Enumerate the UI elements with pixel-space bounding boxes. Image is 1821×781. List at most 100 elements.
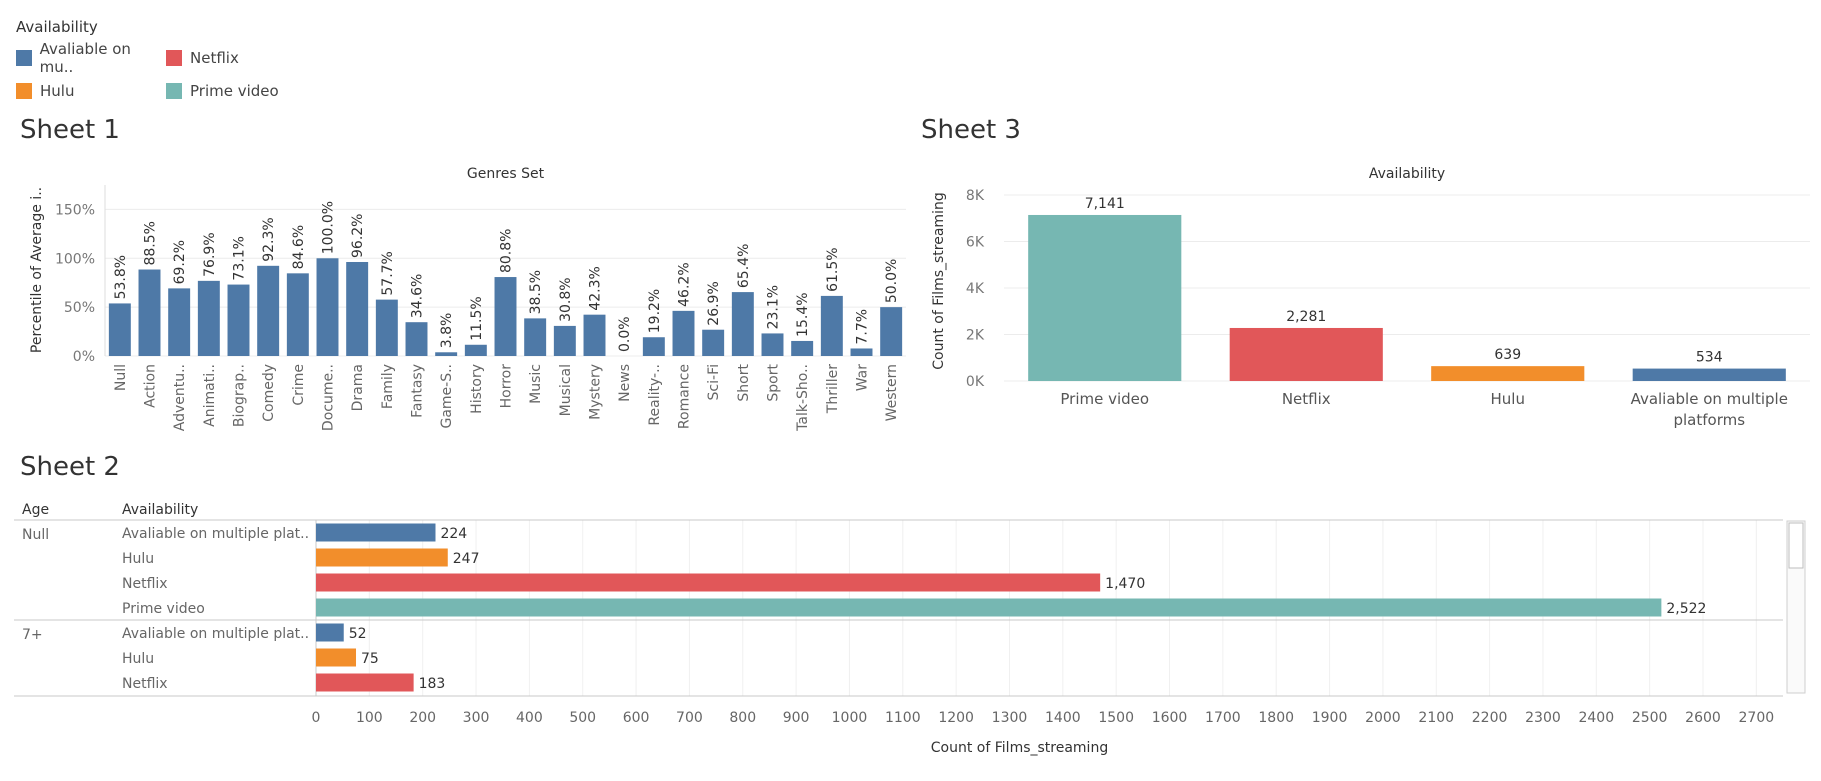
bar (227, 284, 250, 356)
data-label: 15.4% (795, 292, 811, 336)
data-label: 73.1% (232, 236, 248, 280)
data-label: 57.7% (380, 251, 396, 295)
data-label: 76.9% (202, 232, 218, 276)
x-tick-label: Fantasy (410, 364, 426, 418)
x-tick-label: Null (113, 364, 129, 391)
bar (346, 261, 369, 356)
x-tick-label: Game-S.. (439, 364, 455, 429)
y-tick-label: 0% (73, 349, 95, 365)
x-tick-label: 200 (409, 710, 436, 726)
x-tick-label: Western (884, 364, 900, 421)
bar (435, 352, 458, 356)
x-tick-label: Mystery (588, 364, 604, 420)
chart-title: Availability (1369, 166, 1445, 182)
x-tick-label: 2600 (1685, 710, 1721, 726)
sheet1-title: Sheet 1 (20, 115, 120, 145)
age-label: Null (22, 527, 49, 543)
x-tick-label: History (469, 364, 485, 414)
y-tick-label: 2K (966, 328, 985, 344)
genres-chart: Genres Set Percentile of Average i.. 0% 50%… (29, 166, 906, 432)
x-tick-label: Drama (350, 364, 366, 411)
bar (791, 340, 814, 356)
data-label: 53.8% (113, 255, 129, 299)
legend-item-multiple[interactable]: Avaliable on mu.. (16, 40, 166, 76)
availability-label: Avaliable on multiple plat.. (122, 526, 309, 542)
data-label: 100.0% (321, 201, 337, 254)
scrollbar-thumb (1788, 522, 1804, 569)
x-tick-label: 1300 (992, 710, 1028, 726)
legend-swatch (16, 83, 32, 99)
sheet3-title: Sheet 3 (921, 115, 1021, 145)
y-tick-label: 6K (966, 235, 985, 251)
bar (316, 573, 1101, 592)
x-tick-label: 600 (623, 710, 650, 726)
data-label: 224 (440, 526, 467, 542)
availability-label: Prime video (122, 601, 205, 617)
data-label: 50.0% (884, 259, 900, 303)
age-label: 7+ (22, 627, 43, 643)
data-label: 19.2% (647, 289, 663, 333)
x-tick-label: 1900 (1312, 710, 1348, 726)
bar (672, 310, 695, 356)
x-tick-label: Talk-Sho.. (795, 364, 811, 432)
x-tick-label: Family (380, 364, 396, 409)
column-header-age: Age (22, 502, 49, 518)
x-tick-label: 700 (676, 710, 703, 726)
x-tick-label: Sci-Fi (706, 364, 722, 400)
x-tick-label: 900 (783, 710, 810, 726)
x-tick-label: Thriller (825, 364, 841, 414)
bar (108, 303, 131, 356)
bar (1632, 368, 1786, 381)
x-tick-label: 2700 (1739, 710, 1775, 726)
legend-item-hulu[interactable]: Hulu (16, 82, 166, 100)
x-tick-label: 2500 (1632, 710, 1668, 726)
x-tick-label: Romance (677, 364, 693, 429)
data-label: 75 (361, 651, 379, 667)
age-chart: Age Availability 0 100 200 300 400 500 600 700 800… (14, 502, 1806, 756)
data-label: 639 (1494, 347, 1521, 363)
x-tick-label: Music (528, 364, 544, 404)
data-label: 34.6% (410, 274, 426, 318)
availability-label: Netflix (122, 676, 168, 692)
x-tick-label: platforms (1673, 411, 1745, 429)
y-tick-label: 0K (966, 374, 985, 390)
data-label: 3.8% (439, 313, 455, 349)
data-label: 26.9% (706, 281, 722, 325)
legend-item-netflix[interactable]: Netflix (166, 40, 316, 76)
x-tick-label: 1000 (832, 710, 868, 726)
x-tick-label: 1700 (1205, 710, 1241, 726)
legend-item-prime[interactable]: Prime video (166, 82, 316, 100)
x-tick-label: 2400 (1578, 710, 1614, 726)
data-label: 1,470 (1105, 576, 1145, 592)
bar (138, 269, 161, 356)
x-tick-label: 1600 (1152, 710, 1188, 726)
availability-label: Hulu (122, 651, 154, 667)
bar (316, 598, 1662, 617)
y-tick-label: 50% (64, 300, 95, 316)
bar (464, 344, 487, 356)
x-tick-label: War (855, 364, 871, 392)
bar (286, 273, 309, 356)
availability-chart: Availability Count of Films_streaming 0K 2K… (931, 166, 1810, 429)
data-label: 11.5% (469, 296, 485, 340)
legend-title: Availability (16, 18, 98, 36)
x-tick-label: 500 (569, 710, 596, 726)
bar (375, 299, 398, 356)
x-tick-label: 2300 (1525, 710, 1561, 726)
x-tick-label: 2000 (1365, 710, 1401, 726)
legend-label: Avaliable on mu.. (39, 40, 131, 76)
x-tick-label: 1200 (938, 710, 974, 726)
bar (731, 292, 754, 356)
data-label: 84.6% (291, 225, 307, 269)
x-tick-label: 1500 (1098, 710, 1134, 726)
bar (316, 523, 436, 542)
x-tick-label: 2200 (1472, 710, 1508, 726)
column-header-availability: Availability (122, 502, 198, 518)
x-tick-label: Musical (558, 364, 574, 416)
x-axis-title: Count of Films_streaming (931, 740, 1108, 756)
x-tick-label: 100 (356, 710, 383, 726)
bar (702, 329, 725, 356)
x-tick-label: Docume.. (321, 364, 337, 431)
legend-swatch (166, 50, 182, 66)
data-label: 52 (349, 626, 367, 642)
